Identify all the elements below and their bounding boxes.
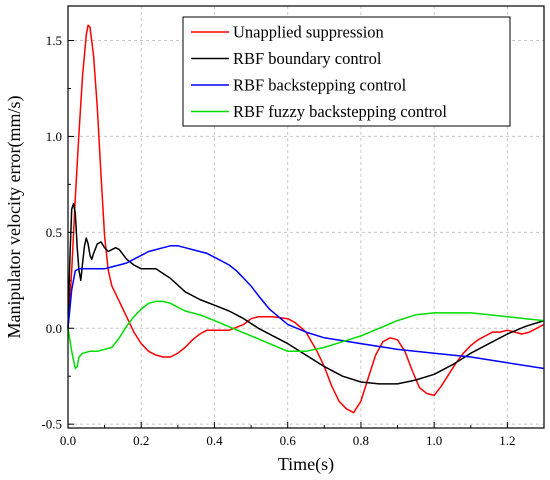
y-tick-label: 1.5 [46,33,62,48]
y-tick-label: 0.0 [46,321,62,336]
x-tick-label: 0.6 [280,433,297,448]
x-ticks: 0.0 0.2 0.4 0.6 0.8 1.0 1.2 [60,422,516,448]
series-line [67,202,545,385]
x-tick-label: 0.2 [133,433,149,448]
x-tick-label: 1.0 [426,433,442,448]
series-line [67,300,545,370]
x-tick-label: 1.2 [499,433,515,448]
x-tick-label: 0.0 [60,433,76,448]
series-line [67,245,545,370]
legend-label: RBF boundary control [233,49,382,68]
series-line [67,24,545,414]
legend-label: Unapplied suppression [233,23,384,42]
legend-box [182,16,511,127]
y-axis-title: Manipulator velocity error(mm/s) [4,96,25,339]
y-ticks: -0.5 0.0 0.5 1.0 1.5 [41,33,74,432]
legend-label: RBF fuzzy backstepping control [233,102,447,121]
plot-area [67,24,545,414]
grid [68,6,544,428]
legend-label: RBF backstepping control [233,76,407,95]
legend: Unapplied suppression RBF boundary contro… [182,16,511,127]
axes [67,5,545,429]
plot-frame [67,5,545,429]
x-axis-title: Time(s) [278,454,334,475]
y-tick-label: 1.0 [46,129,62,144]
x-tick-label: 0.8 [353,433,369,448]
y-tick-label: 0.5 [46,225,62,240]
y-tick-label: -0.5 [41,417,62,432]
x-tick-label: 0.4 [206,433,223,448]
